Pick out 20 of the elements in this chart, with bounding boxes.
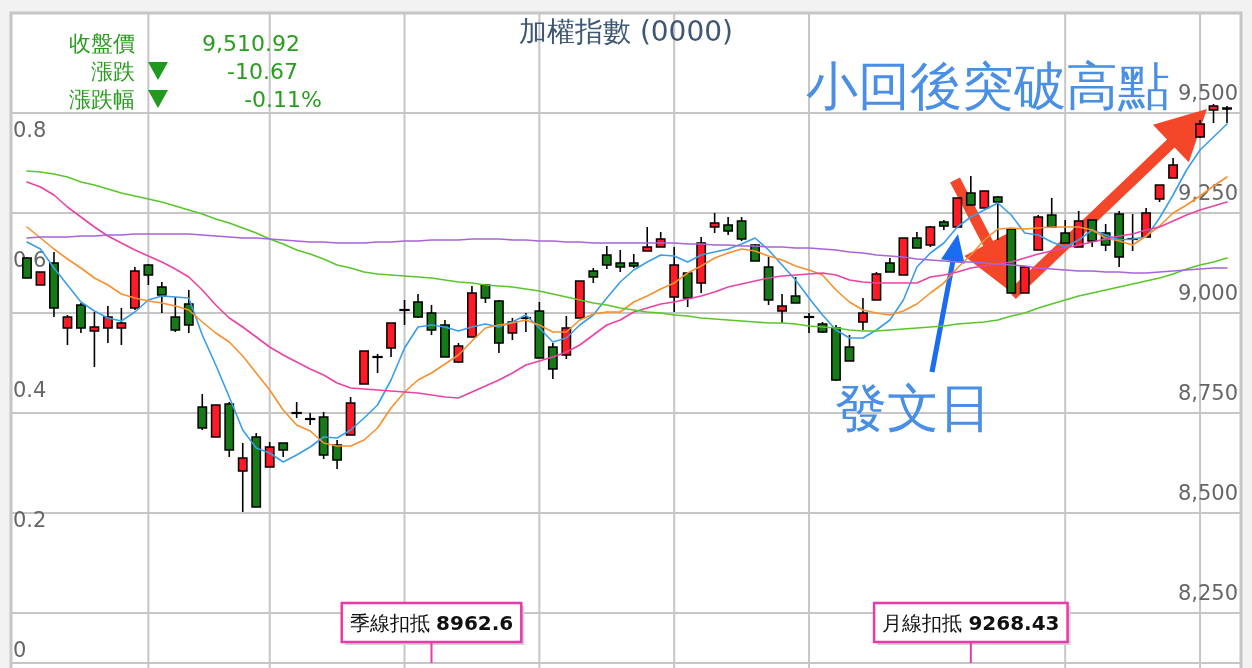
y-tick-label: 8,500 [1177,481,1238,505]
annotation: 漲跌 [91,59,135,84]
y-tick-label: 8,250 [1177,581,1238,605]
y2-tick-label: 0.2 [13,508,47,532]
y-tick-label: 9,000 [1177,281,1238,305]
annotation: -0.11% [244,87,322,112]
annotation: -10.67 [227,59,298,84]
annotation: 收盤價 [69,31,135,56]
annotation: 9,510.92 [202,31,300,56]
annotation: 發文日 [835,378,991,438]
y-tick-label: 8,750 [1177,381,1238,405]
y2-tick-label: 0.4 [13,378,47,402]
title: 加權指數 (0000) [519,15,733,48]
annotation: 漲跌幅 [69,87,135,112]
y-tick-label: 9,500 [1177,81,1238,105]
y2-tick-label: 0 [13,638,27,662]
annotation: 月線扣抵 9268.43 [882,611,1060,635]
y2-tick-label: 0.8 [13,118,47,142]
annotation: 季線扣抵 8962.6 [349,611,514,635]
annotation: 小回後突破高點 [806,56,1170,116]
